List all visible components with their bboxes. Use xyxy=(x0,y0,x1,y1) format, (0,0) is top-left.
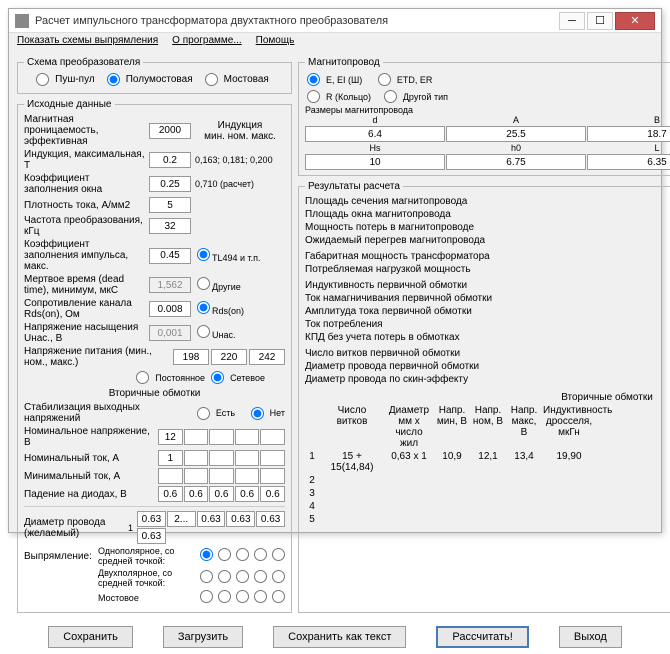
freq-input[interactable] xyxy=(149,218,191,234)
umin-input[interactable] xyxy=(173,349,209,365)
radio-r[interactable] xyxy=(307,90,320,103)
perm-input[interactable] xyxy=(149,123,191,139)
dim-b[interactable] xyxy=(587,126,670,142)
radio-stab-yes[interactable] xyxy=(197,407,210,420)
radio-usat[interactable] xyxy=(197,325,210,338)
calculate-button[interactable]: Рассчитать! xyxy=(436,626,528,648)
results-group: Результаты расчета Площадь сечения магни… xyxy=(298,181,670,613)
radio-net[interactable] xyxy=(211,371,224,384)
radio-other-core[interactable] xyxy=(384,90,397,103)
save-button[interactable]: Сохранить xyxy=(48,626,133,648)
dim-l[interactable] xyxy=(587,154,670,170)
dim-d[interactable] xyxy=(305,126,445,142)
core-group: Магнитопровод E, EI (Ш) ETD, ER R (Кольц… xyxy=(298,57,670,176)
radio-rdson[interactable] xyxy=(197,301,210,314)
radio-const[interactable] xyxy=(136,371,149,384)
radio-other[interactable] xyxy=(197,277,210,290)
rds-input[interactable] xyxy=(149,301,191,317)
source-data-group: Исходные данные Магнитная проницаемость,… xyxy=(17,99,292,613)
maximize-button[interactable]: ☐ xyxy=(587,12,613,30)
radio-etd[interactable] xyxy=(378,73,391,86)
dim-a[interactable] xyxy=(446,126,586,142)
unom-input[interactable] xyxy=(211,349,247,365)
savetext-button[interactable]: Сохранить как текст xyxy=(273,626,406,648)
radio-halfbridge[interactable] xyxy=(107,73,120,86)
kfill-input[interactable] xyxy=(149,176,191,192)
menu-schemes[interactable]: Показать схемы выпрямления xyxy=(17,35,158,51)
window-title: Расчет импульсного трансформатора двухта… xyxy=(35,15,557,27)
load-button[interactable]: Загрузить xyxy=(163,626,243,648)
minimize-button[interactable]: ─ xyxy=(559,12,585,30)
bmax-input[interactable] xyxy=(149,152,191,168)
radio-bridge[interactable] xyxy=(205,73,218,86)
close-button[interactable]: ✕ xyxy=(615,12,655,30)
kpulse-input[interactable] xyxy=(149,248,191,264)
menu-help[interactable]: Помощь xyxy=(256,35,295,51)
usat-input xyxy=(149,325,191,341)
sec-inom-1[interactable] xyxy=(158,450,183,466)
app-icon xyxy=(15,14,29,28)
umax-input[interactable] xyxy=(249,349,285,365)
jcurr-input[interactable] xyxy=(149,197,191,213)
sec-unom-1[interactable] xyxy=(158,429,183,445)
radio-tl494[interactable] xyxy=(197,248,210,261)
exit-button[interactable]: Выход xyxy=(559,626,622,648)
dead-input xyxy=(149,277,191,293)
radio-stab-no[interactable] xyxy=(251,407,264,420)
dim-hs[interactable] xyxy=(305,154,445,170)
menu-about[interactable]: О программе... xyxy=(172,35,242,51)
scheme-group: Схема преобразователя Пуш-пул Полумостов… xyxy=(17,57,292,94)
dim-h0[interactable] xyxy=(446,154,586,170)
radio-e[interactable] xyxy=(307,73,320,86)
radio-pushpull[interactable] xyxy=(36,73,49,86)
